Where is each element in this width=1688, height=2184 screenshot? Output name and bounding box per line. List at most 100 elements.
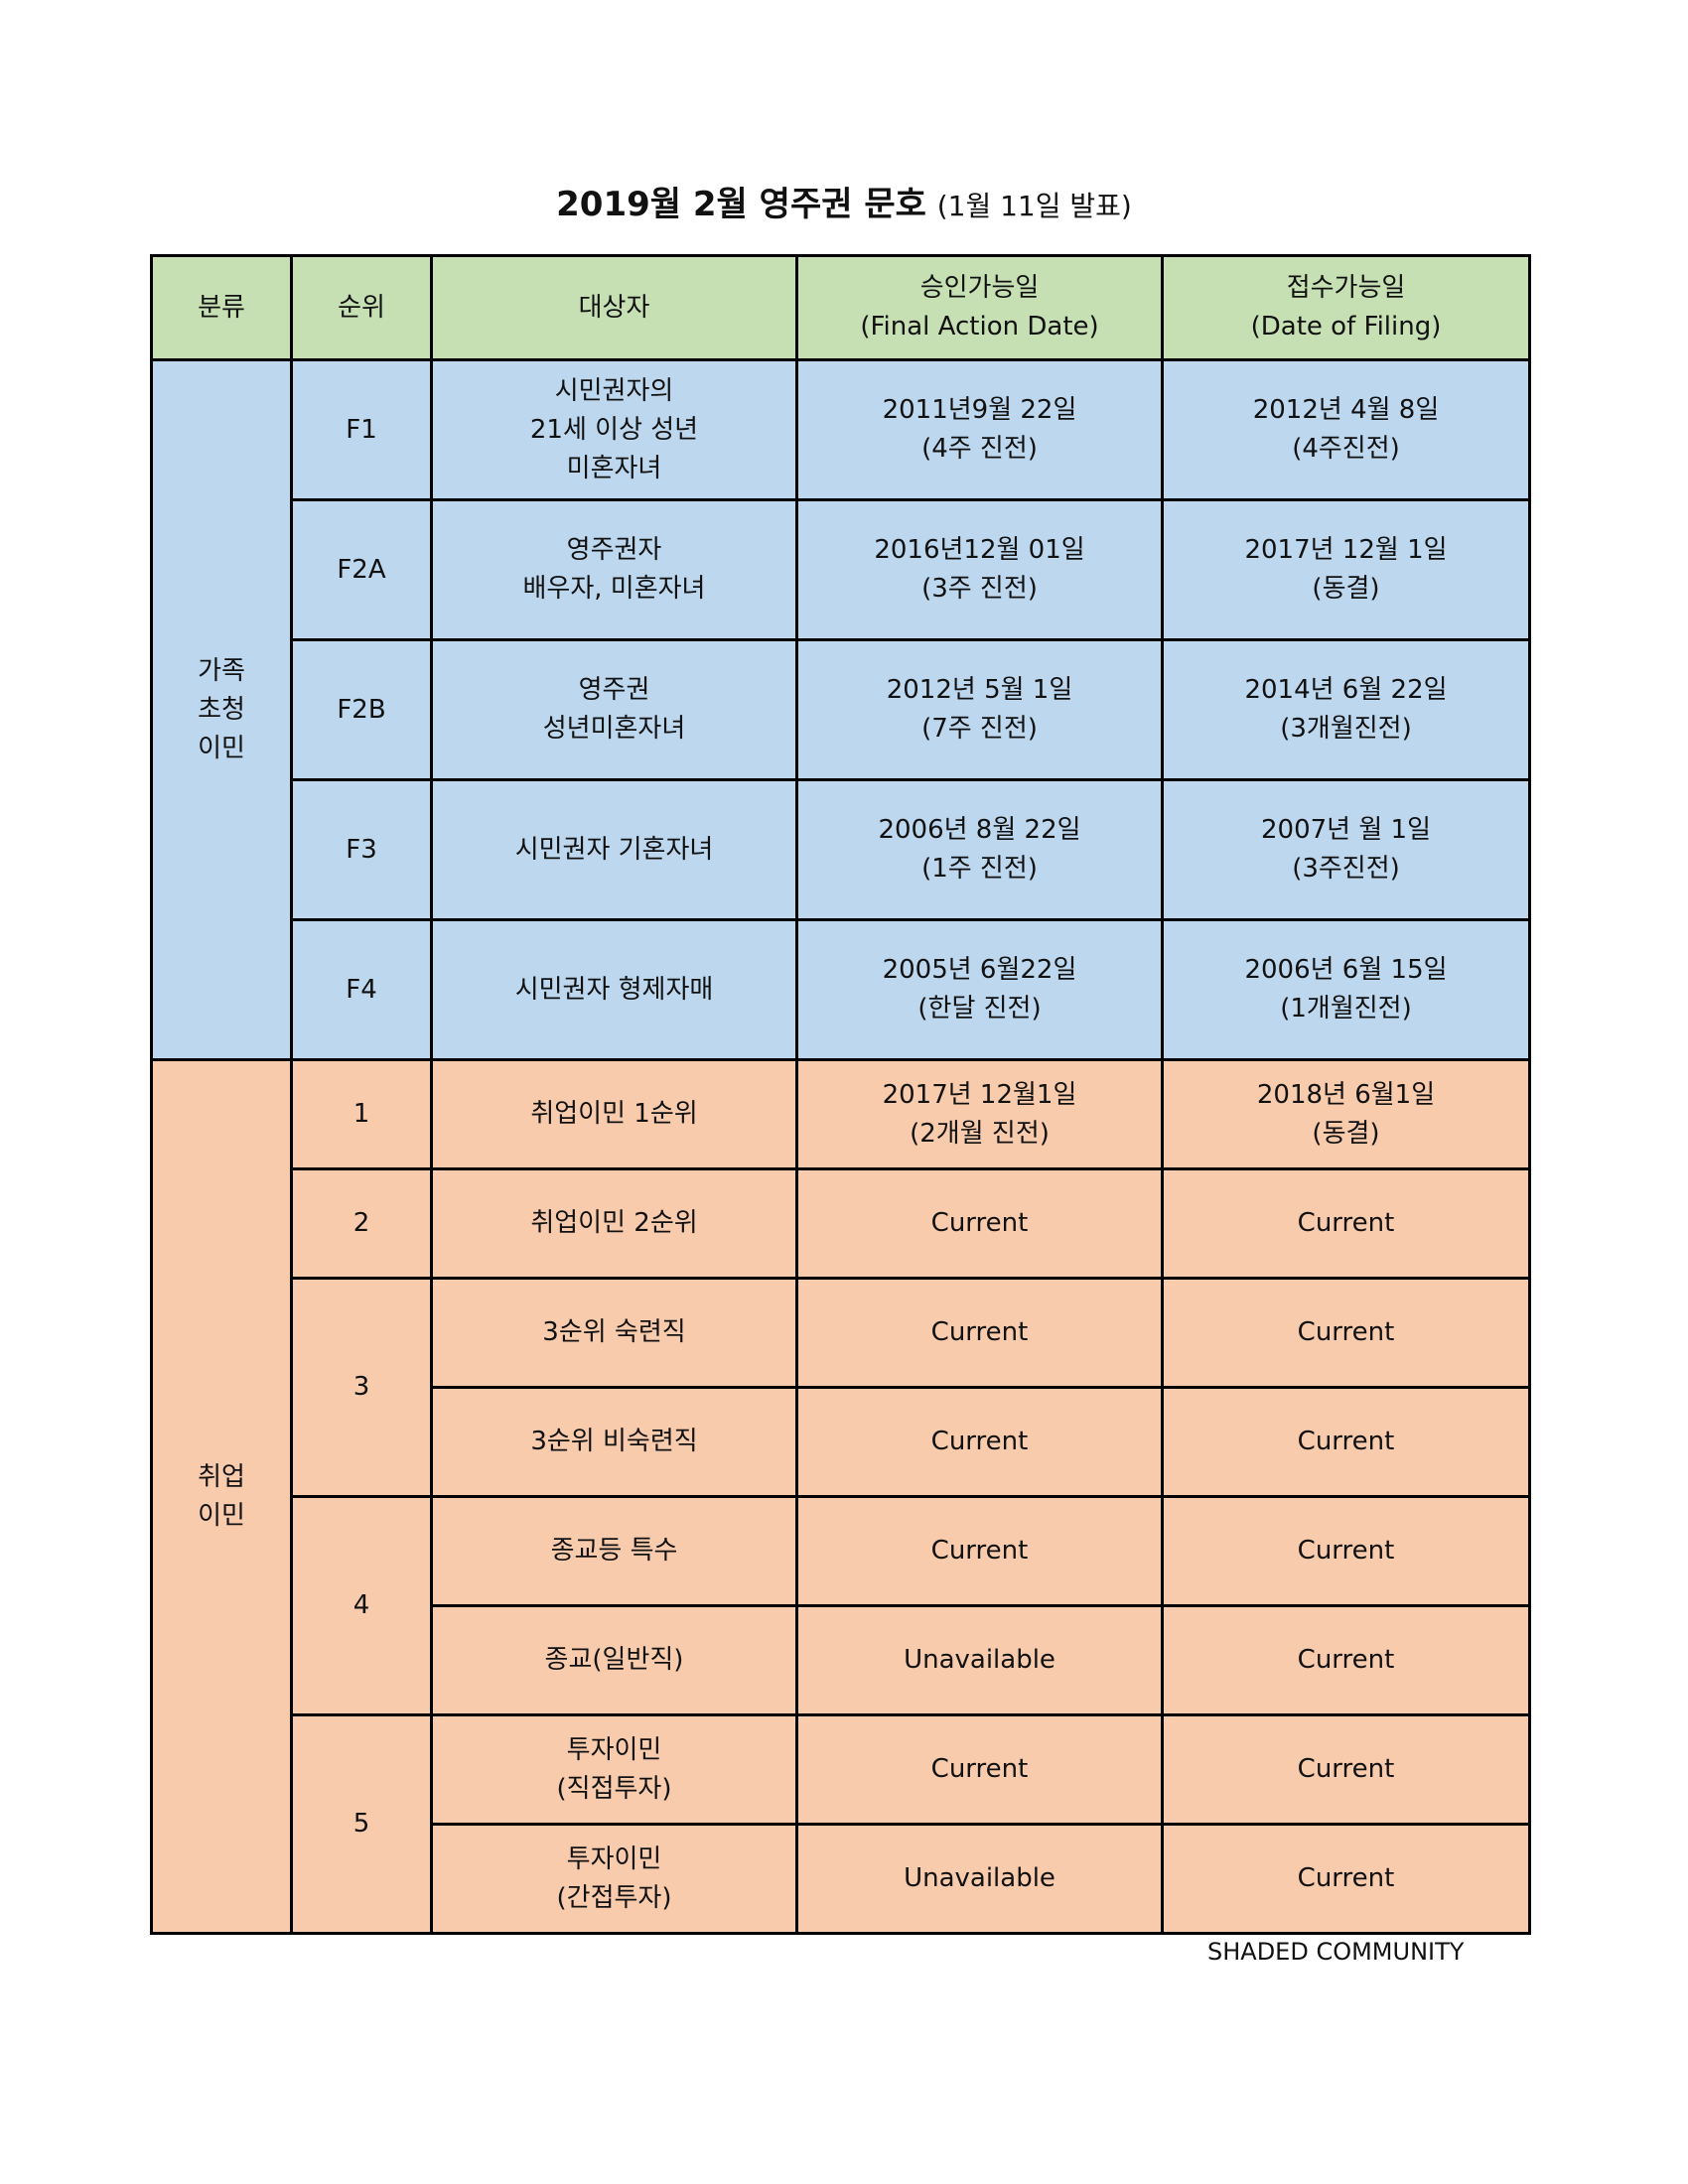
filing-cell-text: 2007년 월 1일 bbox=[1261, 815, 1431, 845]
rank-cell: F3 bbox=[290, 778, 433, 921]
target-cell: 취업이민 2순위 bbox=[430, 1167, 798, 1280]
final-action-cell-text: (4주 진전) bbox=[921, 434, 1038, 464]
rank-cell: 2 bbox=[290, 1167, 433, 1280]
target-cell: 시민권자의 21세 이상 성년 미혼자녀 bbox=[430, 358, 798, 501]
rank-cell: F2A bbox=[290, 498, 433, 641]
rank-cell-text: F2A bbox=[337, 554, 386, 585]
filing-cell: Current bbox=[1161, 1167, 1531, 1280]
family-category-text: 가족 bbox=[198, 655, 245, 686]
footer-credit: SHADED COMMUNITY bbox=[1207, 1938, 1465, 1966]
final-action-cell-text: (3주 진전) bbox=[921, 574, 1038, 604]
target-cell: 종교등 특수 bbox=[430, 1495, 798, 1607]
filing-cell-text: 2012년 4월 8일 bbox=[1252, 395, 1440, 425]
filing-cell-text: Current bbox=[1297, 1208, 1395, 1238]
target-cell: 3순위 비숙련직 bbox=[430, 1386, 798, 1498]
target-cell-text: 시민권자 형제자매 bbox=[514, 974, 714, 1005]
filing-cell-text: Current bbox=[1297, 1863, 1395, 1893]
filing-cell-text: (3주진전) bbox=[1292, 854, 1400, 884]
employment-category-text: 이민 bbox=[198, 1500, 245, 1531]
final-action-cell-text: 2006년 8월 22일 bbox=[878, 815, 1081, 845]
rank-cell: F1 bbox=[290, 358, 433, 501]
final-action-cell-text: (2개월 진전) bbox=[910, 1118, 1050, 1149]
filing-cell-text: 2014년 6월 22일 bbox=[1244, 675, 1448, 705]
filing-cell: Current bbox=[1161, 1386, 1531, 1498]
filing-cell: Current bbox=[1161, 1277, 1531, 1389]
table-row: 투자이민 (간접투자) Unavailable Current bbox=[152, 1823, 1531, 1935]
target-cell-text: 배우자, 미혼자녀 bbox=[522, 574, 706, 604]
header-rank-text: 순위 bbox=[338, 292, 385, 323]
header-row: 분류 순위 대상자 승인가능일 (Final Action Date) 접수가능일 (Dat… bbox=[150, 254, 1531, 361]
target-cell: 투자이민 (직접투자) bbox=[430, 1713, 798, 1826]
header-filing-text: 접수가능일 bbox=[1286, 273, 1406, 303]
title-sub: (1월 11일 발표) bbox=[936, 190, 1132, 222]
target-cell-text: 시민권자 기혼자녀 bbox=[514, 834, 714, 865]
rank-cell: 4 bbox=[290, 1495, 433, 1716]
header-target-text: 대상자 bbox=[578, 292, 650, 323]
rank-cell: 5 bbox=[290, 1713, 433, 1935]
filing-cell-text: Current bbox=[1297, 1536, 1395, 1566]
target-cell-text: 3순위 숙련직 bbox=[542, 1317, 686, 1347]
final-action-cell-text: (1주 진전) bbox=[921, 854, 1038, 884]
filing-cell: 2006년 6월 15일 (1개월진전) bbox=[1161, 918, 1531, 1061]
final-action-cell: 2016년12월 01일 (3주 진전) bbox=[795, 498, 1164, 641]
final-action-cell-text: (7주 진전) bbox=[921, 714, 1038, 744]
table-row: 가족 초청 이민 F1 시민권자의 21세 이상 성년 미혼자녀 2011년9월 22일 (4주… bbox=[150, 358, 1531, 1061]
filing-cell: 2014년 6월 22일 (3개월진전) bbox=[1161, 638, 1531, 781]
final-action-cell-text: Current bbox=[930, 1317, 1029, 1347]
filing-cell: 2018년 6월1일 (동결) bbox=[1161, 1058, 1531, 1170]
final-action-cell: Current bbox=[795, 1386, 1164, 1498]
target-cell-text: 취업이민 1순위 bbox=[530, 1099, 698, 1129]
header-category: 분류 bbox=[150, 254, 293, 361]
final-action-cell-text: 2005년 6월22일 bbox=[882, 955, 1077, 985]
table-row: 취업 이민 1 취업이민 1순위 2017년 12월1일 (2개월 진전) 2018년 6월… bbox=[150, 1058, 1531, 1935]
filing-cell-text: (1개월진전) bbox=[1280, 994, 1412, 1024]
target-cell: 시민권자 기혼자녀 bbox=[430, 778, 798, 921]
target-cell: 종교(일반직) bbox=[430, 1604, 798, 1716]
header-final-action: 승인가능일 (Final Action Date) bbox=[795, 254, 1164, 361]
final-action-cell: Current bbox=[795, 1167, 1164, 1280]
rank-cell: F2B bbox=[290, 638, 433, 781]
title-main: 2019월 2월 영주권 문호 bbox=[556, 185, 926, 224]
final-action-cell-text: 2011년9월 22일 bbox=[882, 395, 1077, 425]
family-category: 가족 초청 이민 bbox=[150, 358, 293, 1061]
header-filing-text: (Date of Filing) bbox=[1250, 312, 1442, 341]
filing-cell: Current bbox=[1161, 1604, 1531, 1716]
rank-cell-text: F1 bbox=[346, 414, 377, 445]
final-action-cell: 2012년 5월 1일 (7주 진전) bbox=[795, 638, 1164, 781]
rank-cell: F4 bbox=[290, 918, 433, 1061]
final-action-cell: Current bbox=[795, 1277, 1164, 1389]
filing-cell-text: (동결) bbox=[1312, 574, 1380, 604]
filing-cell: 2017년 12월 1일 (동결) bbox=[1161, 498, 1531, 641]
filing-cell-text: Current bbox=[1297, 1427, 1395, 1456]
filing-cell: Current bbox=[1161, 1823, 1531, 1935]
final-action-cell-text: Current bbox=[930, 1208, 1029, 1238]
table-row: F3 시민권자 기혼자녀 2006년 8월 22일 (1주 진전) 2007년 월 1일… bbox=[152, 778, 1531, 921]
rank-cell-text: F2B bbox=[337, 694, 386, 725]
filing-cell: 2012년 4월 8일 (4주진전) bbox=[1161, 358, 1531, 501]
table-row: 3순위 비숙련직 Current Current bbox=[152, 1386, 1531, 1498]
filing-cell-text: 2018년 6월1일 bbox=[1256, 1079, 1436, 1110]
filing-cell-text: Current bbox=[1297, 1317, 1395, 1347]
visa-bulletin-table: 분류 순위 대상자 승인가능일 (Final Action Date) 접수가능일 (Dat… bbox=[150, 254, 1531, 1935]
final-action-cell: 2006년 8월 22일 (1주 진전) bbox=[795, 778, 1164, 921]
employment-category-text: 취업 bbox=[198, 1461, 245, 1492]
header-final-action-text: 승인가능일 bbox=[919, 273, 1040, 303]
table-row: 종교(일반직) Unavailable Current bbox=[152, 1604, 1531, 1716]
final-action-cell: 2005년 6월22일 (한달 진전) bbox=[795, 918, 1164, 1061]
target-cell-text: 3순위 비숙련직 bbox=[530, 1427, 698, 1456]
filing-cell-text: Current bbox=[1297, 1754, 1395, 1784]
table-row: 5 투자이민 (직접투자) Current Current bbox=[152, 1713, 1531, 1935]
table-row: 2 취업이민 2순위 Current Current bbox=[152, 1167, 1531, 1280]
target-cell-text: (간접투자) bbox=[556, 1882, 672, 1913]
target-cell-text: (직접투자) bbox=[556, 1773, 672, 1804]
final-action-cell: 2011년9월 22일 (4주 진전) bbox=[795, 358, 1164, 501]
target-cell-text: 영주권자 bbox=[566, 535, 662, 565]
filing-cell-text: (4주진전) bbox=[1292, 434, 1400, 464]
final-action-cell: 2017년 12월1일 (2개월 진전) bbox=[795, 1058, 1164, 1170]
final-action-cell: Current bbox=[795, 1713, 1164, 1826]
final-action-cell-text: Unavailable bbox=[904, 1645, 1055, 1675]
final-action-cell-text: Unavailable bbox=[904, 1863, 1055, 1893]
filing-cell: 2007년 월 1일 (3주진전) bbox=[1161, 778, 1531, 921]
